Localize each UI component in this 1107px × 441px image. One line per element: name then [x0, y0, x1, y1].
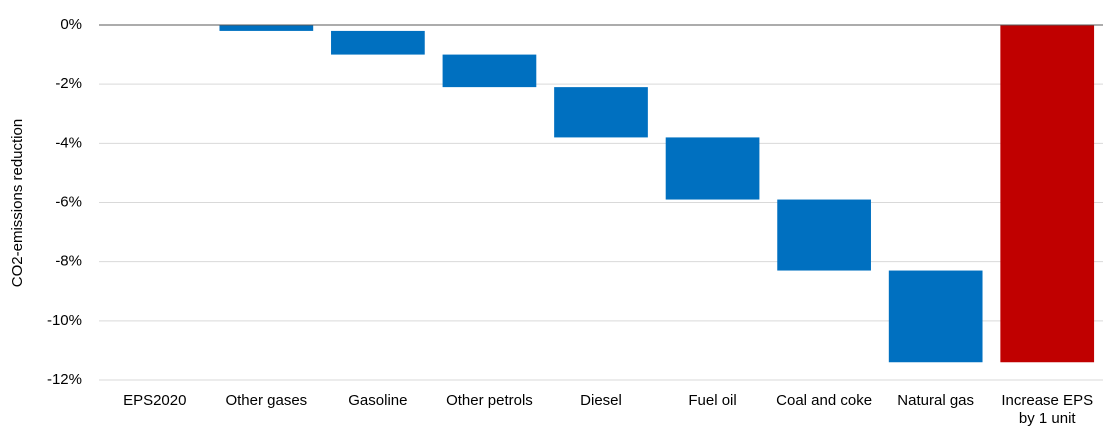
- bar: [777, 199, 871, 271]
- y-tick-label: -12%: [47, 371, 82, 388]
- x-tick-label: Natural gas: [897, 392, 975, 409]
- bar: [888, 270, 983, 363]
- x-tick-label: EPS2020: [123, 392, 187, 409]
- y-axis-label: CO2-emissions reduction: [9, 119, 26, 287]
- bar: [331, 30, 425, 55]
- y-tick-label: -2%: [55, 75, 82, 92]
- bar: [1000, 25, 1095, 363]
- y-tick-label: -8%: [55, 253, 82, 270]
- x-tick-label: Other petrols: [446, 392, 533, 409]
- x-tick-label: Other gases: [225, 392, 308, 409]
- y-tick-label: -4%: [55, 134, 82, 151]
- bar: [219, 25, 314, 31]
- y-tick-label: -6%: [55, 193, 82, 210]
- x-tick-label: Fuel oil: [688, 392, 737, 409]
- x-tick-label: Increase EPS by 1 unit: [1001, 392, 1094, 427]
- y-tick-label: 0%: [60, 16, 82, 33]
- bar: [554, 87, 648, 138]
- bar: [665, 137, 760, 200]
- x-tick-label: Coal and coke: [776, 392, 873, 409]
- y-tick-label: -10%: [47, 312, 82, 329]
- x-tick-label: Gasoline: [348, 392, 408, 409]
- x-tick-label: Diesel: [580, 392, 622, 409]
- bar: [442, 54, 537, 88]
